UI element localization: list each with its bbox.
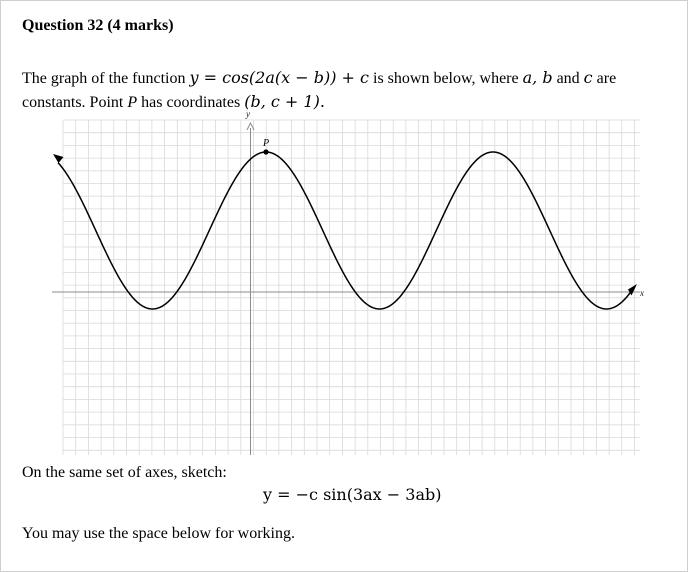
sketch-equation: y = −c sin(3ax − 3ab) xyxy=(263,485,442,504)
and-word: and xyxy=(552,70,584,87)
question-text-line-2: constants. Point P has coordinates (b, c… xyxy=(22,90,662,114)
sketch-prompt: On the same set of axes, sketch: xyxy=(22,464,227,481)
question-heading: Question 32 (4 marks) xyxy=(22,17,174,34)
y-axis-label: y xyxy=(245,109,250,119)
function-equation: y = cos(2a(x − b)) + c xyxy=(189,68,370,87)
curve-left-arrow xyxy=(53,154,64,163)
intro-prefix: The graph of the function xyxy=(22,70,190,87)
are-word: are xyxy=(592,70,617,87)
question-text-line-1: The graph of the function y = cos(2a(x −… xyxy=(22,66,662,90)
point-mid: has coordinates xyxy=(137,94,245,111)
grid xyxy=(62,119,640,455)
working-note: You may use the space below for working. xyxy=(22,525,295,542)
point-prefix: constants. Point xyxy=(22,94,128,111)
intro-mid: is shown below, where xyxy=(369,70,523,87)
constants-list: a, b xyxy=(522,68,553,87)
point-name: P xyxy=(127,94,138,111)
curve-right-arrow xyxy=(628,284,637,296)
y-axis-arrow xyxy=(246,121,255,131)
point-p-label: P xyxy=(262,138,269,149)
cosine-curve xyxy=(57,151,634,310)
x-axis-label: x xyxy=(639,288,644,298)
point-coordinates: (b, c + 1). xyxy=(244,92,325,111)
constant-c: c xyxy=(583,68,593,87)
question-text: The graph of the function y = cos(2a(x −… xyxy=(22,66,662,114)
point-p-marker xyxy=(263,149,269,155)
